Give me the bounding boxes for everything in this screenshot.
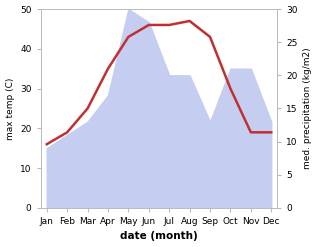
Y-axis label: med. precipitation (kg/m2): med. precipitation (kg/m2) — [303, 48, 313, 169]
X-axis label: date (month): date (month) — [120, 231, 198, 242]
Y-axis label: max temp (C): max temp (C) — [5, 77, 15, 140]
